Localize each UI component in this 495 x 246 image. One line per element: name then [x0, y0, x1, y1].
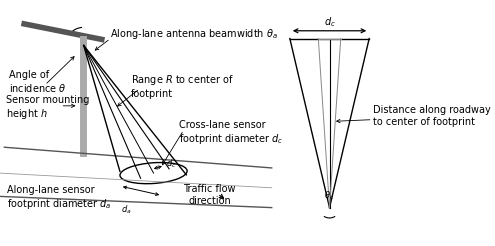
Text: $d_a$: $d_a$ [121, 203, 131, 216]
Text: $d_c$: $d_c$ [166, 157, 177, 170]
Text: Cross-lane sensor
footprint diameter $d_c$: Cross-lane sensor footprint diameter $d_… [179, 120, 284, 146]
Text: $\theta_c$: $\theta_c$ [324, 190, 335, 202]
Text: Traffic flow
direction: Traffic flow direction [183, 184, 236, 206]
Text: Angle of
incidence $\theta$: Angle of incidence $\theta$ [8, 70, 66, 93]
Text: Range $R$ to center of
footprint: Range $R$ to center of footprint [131, 73, 234, 99]
Text: Distance along roadway
to center of footprint: Distance along roadway to center of foot… [373, 105, 491, 127]
Text: $d_c$: $d_c$ [324, 15, 336, 29]
Text: Along-lane sensor
footprint diameter $d_a$: Along-lane sensor footprint diameter $d_… [7, 185, 111, 211]
Text: Along-lane antenna beamwidth $\theta_a$: Along-lane antenna beamwidth $\theta_a$ [110, 27, 278, 41]
Text: Sensor mounting
height $h$: Sensor mounting height $h$ [6, 95, 90, 122]
